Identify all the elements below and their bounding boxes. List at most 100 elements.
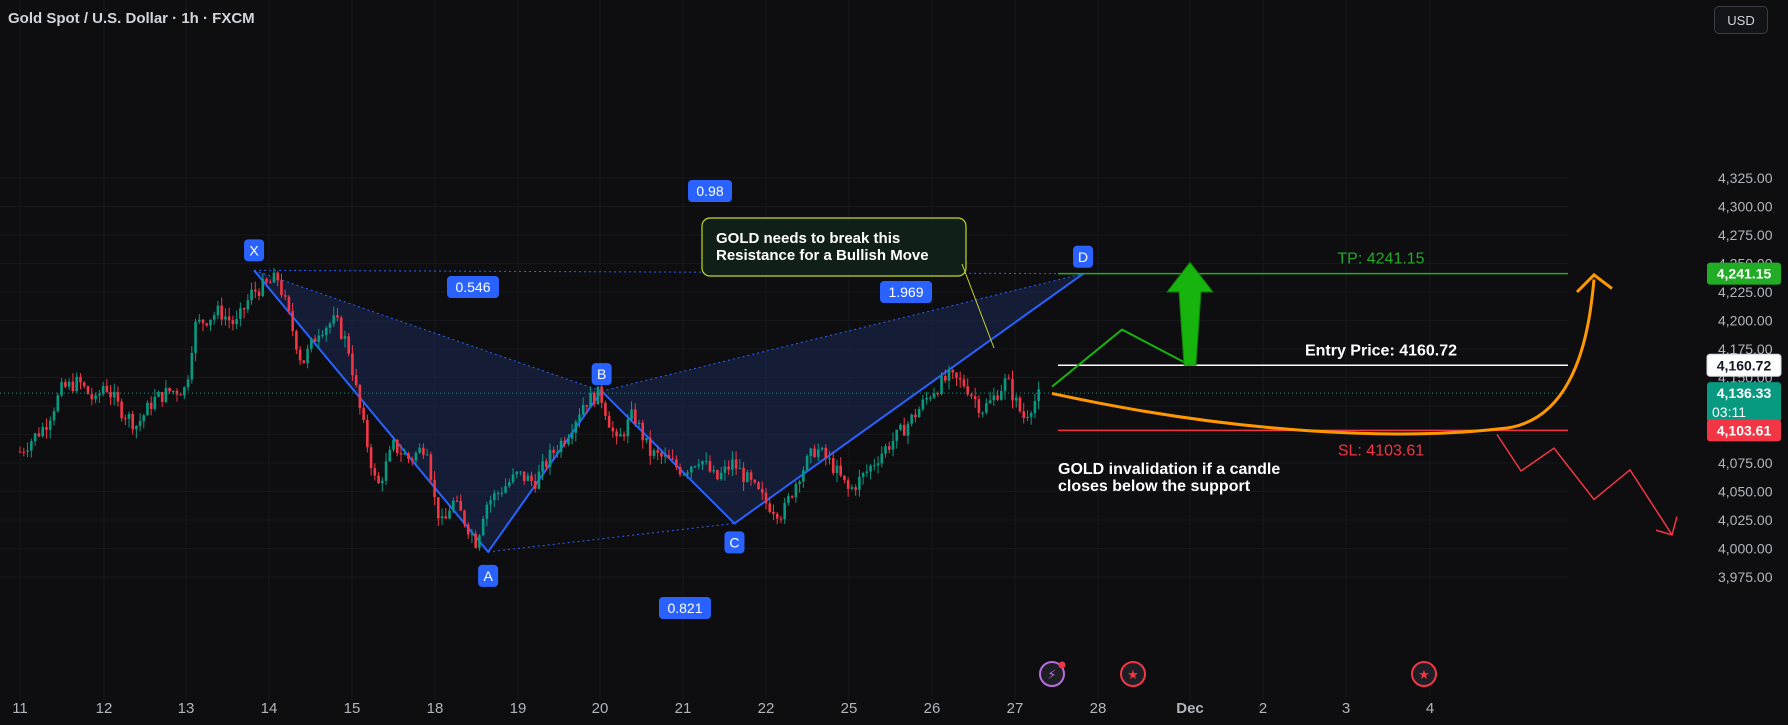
candle: [996, 395, 999, 400]
stop-loss-label: SL: 4103.61: [1338, 442, 1424, 459]
candle: [33, 433, 37, 442]
candle: [109, 391, 112, 398]
candle: [921, 399, 925, 410]
candle: [936, 393, 940, 395]
time-tick-label: 3: [1342, 700, 1350, 717]
candle: [850, 487, 854, 489]
candle: [205, 323, 209, 326]
candle: [716, 470, 719, 480]
candle: [358, 385, 362, 409]
candle: [537, 471, 541, 489]
time-tick-label: 11: [12, 700, 28, 717]
candle: [682, 474, 686, 476]
candle: [914, 414, 917, 418]
event-icons[interactable]: ⚡ ★ ★: [1039, 661, 1437, 687]
candle: [775, 513, 779, 519]
candle: [373, 468, 377, 476]
time-tick-label: 26: [924, 700, 941, 717]
ratio-label: 0.821: [667, 600, 702, 616]
candle: [160, 392, 164, 402]
candle: [194, 321, 197, 353]
candle: [388, 449, 392, 462]
candle: [790, 496, 794, 498]
bearish-arrowhead: [1655, 516, 1678, 536]
ratio-label: 0.98: [696, 183, 723, 199]
time-tick-label: 28: [1090, 700, 1107, 717]
candle: [839, 465, 842, 476]
candle: [783, 502, 786, 520]
candle: [336, 315, 339, 318]
candle: [410, 458, 414, 461]
candle: [64, 382, 67, 387]
candle: [652, 450, 656, 456]
pattern-point-a: A: [483, 568, 493, 584]
candle: [764, 492, 768, 504]
symbol-title[interactable]: Gold Spot / U.S. Dollar · 1h · FXCM: [8, 10, 255, 27]
candle: [906, 423, 910, 436]
candle: [339, 317, 343, 339]
candle: [831, 458, 835, 474]
candle: [380, 480, 384, 484]
price-axis[interactable]: 3,975.00 4,000.00 4,025.00 4,050.00 4,075.00…: [1706, 170, 1782, 585]
candle: [246, 300, 250, 310]
candle: [268, 282, 272, 284]
candle: [328, 323, 332, 328]
us-flag-icon-glyph: ★: [1127, 667, 1139, 682]
candle: [168, 387, 171, 392]
candle: [171, 390, 175, 392]
candle: [209, 319, 212, 326]
candle: [257, 291, 261, 296]
candle: [26, 450, 29, 452]
current-price-tag: [1707, 382, 1781, 423]
ratio-label-bg: [659, 597, 711, 619]
projection-drawings: [1051, 261, 1678, 536]
candle: [675, 459, 678, 467]
time-tick-label: 22: [758, 700, 775, 717]
candle: [854, 487, 857, 490]
candle: [239, 308, 242, 319]
candle: [519, 471, 522, 473]
candle: [660, 452, 663, 457]
time-tick-label: 2: [1259, 700, 1267, 717]
time-axis[interactable]: 11 12 13 14 15 18 19 20 21 22 25 26 27 28 Dec 2 3 4: [12, 700, 1434, 717]
invalidation-note-line2: closes below the support: [1058, 478, 1251, 495]
orange-projection: [1051, 279, 1596, 436]
candle: [276, 272, 280, 281]
candle: [671, 458, 674, 460]
candle: [645, 437, 648, 441]
candle: [809, 448, 813, 456]
candle: [820, 447, 824, 450]
candle: [828, 458, 831, 460]
candle: [865, 471, 869, 473]
candle: [727, 466, 730, 470]
candle: [895, 429, 899, 441]
candle: [955, 372, 958, 378]
candle: [347, 336, 350, 354]
us-flag-icon: [1411, 661, 1437, 687]
currency-button[interactable]: USD: [1714, 6, 1768, 34]
pattern-labels: X A B C D 0.546 0.821 1.969 0.98: [244, 180, 1094, 619]
candle: [1014, 397, 1018, 401]
time-tick-label: 18: [427, 700, 444, 717]
candle: [570, 432, 574, 439]
time-tick-label: 27: [1007, 700, 1024, 717]
candle: [190, 352, 194, 380]
candle: [227, 316, 231, 321]
candle: [887, 446, 891, 450]
candle: [186, 379, 190, 388]
candle: [802, 470, 805, 482]
candle: [496, 492, 500, 494]
candle: [183, 387, 186, 396]
candle: [224, 316, 227, 320]
resistance-note-line2: Resistance for a Bullish Move: [716, 247, 929, 264]
candle: [71, 381, 75, 392]
candle: [798, 481, 801, 485]
candle: [615, 431, 618, 437]
candle: [873, 465, 876, 467]
candle: [79, 376, 82, 383]
candle: [574, 421, 578, 433]
candle: [250, 289, 253, 301]
candle: [332, 315, 336, 324]
time-tick-label: 12: [96, 700, 113, 717]
